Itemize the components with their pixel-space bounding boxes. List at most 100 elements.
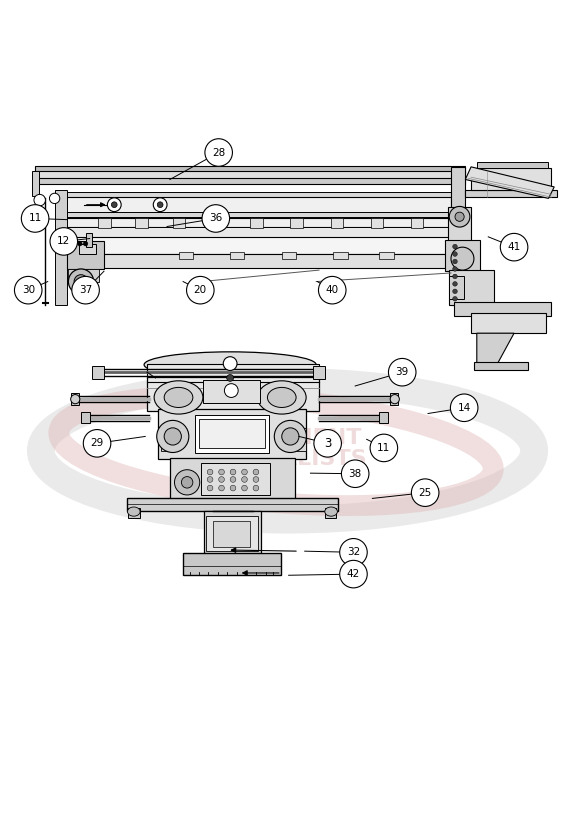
Circle shape bbox=[50, 227, 78, 256]
Circle shape bbox=[14, 276, 42, 304]
Ellipse shape bbox=[267, 387, 296, 408]
Circle shape bbox=[218, 476, 224, 482]
Circle shape bbox=[112, 202, 117, 208]
FancyBboxPatch shape bbox=[147, 364, 319, 378]
Circle shape bbox=[242, 485, 247, 491]
Text: 30: 30 bbox=[22, 285, 35, 295]
FancyBboxPatch shape bbox=[71, 394, 79, 405]
FancyBboxPatch shape bbox=[282, 251, 296, 259]
FancyBboxPatch shape bbox=[390, 394, 398, 405]
Circle shape bbox=[181, 476, 193, 488]
FancyBboxPatch shape bbox=[61, 227, 451, 237]
Circle shape bbox=[449, 207, 470, 227]
Circle shape bbox=[78, 241, 82, 246]
FancyBboxPatch shape bbox=[86, 233, 93, 247]
Circle shape bbox=[453, 259, 457, 264]
FancyBboxPatch shape bbox=[79, 244, 96, 254]
Circle shape bbox=[230, 469, 236, 475]
FancyBboxPatch shape bbox=[35, 165, 465, 173]
Ellipse shape bbox=[154, 380, 203, 414]
Circle shape bbox=[453, 274, 457, 279]
FancyBboxPatch shape bbox=[471, 168, 551, 189]
FancyBboxPatch shape bbox=[127, 499, 338, 511]
Circle shape bbox=[253, 476, 259, 482]
Text: 41: 41 bbox=[508, 242, 521, 252]
Text: 3: 3 bbox=[324, 437, 331, 450]
FancyBboxPatch shape bbox=[380, 251, 394, 259]
FancyBboxPatch shape bbox=[445, 240, 480, 271]
FancyBboxPatch shape bbox=[61, 197, 451, 213]
Circle shape bbox=[68, 269, 94, 294]
Circle shape bbox=[34, 194, 45, 206]
Text: 28: 28 bbox=[212, 147, 225, 157]
FancyBboxPatch shape bbox=[331, 218, 343, 228]
Circle shape bbox=[340, 561, 367, 588]
Circle shape bbox=[389, 358, 416, 386]
Circle shape bbox=[154, 198, 167, 212]
Text: 42: 42 bbox=[347, 569, 360, 579]
Text: 40: 40 bbox=[325, 285, 339, 295]
Circle shape bbox=[242, 469, 247, 475]
Circle shape bbox=[453, 244, 457, 249]
FancyBboxPatch shape bbox=[202, 380, 260, 404]
Circle shape bbox=[218, 469, 224, 475]
Ellipse shape bbox=[144, 351, 316, 378]
FancyBboxPatch shape bbox=[61, 212, 451, 218]
Circle shape bbox=[207, 476, 213, 482]
FancyBboxPatch shape bbox=[449, 276, 463, 299]
Circle shape bbox=[500, 233, 528, 261]
Text: 11: 11 bbox=[29, 213, 42, 223]
FancyBboxPatch shape bbox=[162, 428, 174, 451]
FancyBboxPatch shape bbox=[61, 237, 451, 254]
Circle shape bbox=[207, 469, 213, 475]
FancyBboxPatch shape bbox=[465, 189, 557, 197]
FancyBboxPatch shape bbox=[471, 313, 546, 333]
Circle shape bbox=[223, 356, 237, 370]
FancyBboxPatch shape bbox=[290, 218, 303, 228]
FancyBboxPatch shape bbox=[68, 269, 99, 281]
FancyBboxPatch shape bbox=[61, 192, 451, 197]
Polygon shape bbox=[477, 333, 514, 365]
FancyBboxPatch shape bbox=[55, 189, 67, 304]
FancyBboxPatch shape bbox=[213, 521, 250, 547]
Text: 12: 12 bbox=[57, 237, 70, 246]
Circle shape bbox=[218, 485, 224, 491]
FancyBboxPatch shape bbox=[371, 218, 384, 228]
Text: 39: 39 bbox=[396, 367, 409, 377]
Text: 11: 11 bbox=[377, 443, 390, 453]
Circle shape bbox=[205, 139, 232, 166]
FancyBboxPatch shape bbox=[449, 270, 494, 304]
Text: 25: 25 bbox=[419, 488, 432, 498]
Circle shape bbox=[319, 276, 346, 304]
Circle shape bbox=[230, 476, 236, 482]
FancyBboxPatch shape bbox=[67, 241, 104, 269]
Polygon shape bbox=[465, 167, 554, 198]
Circle shape bbox=[390, 394, 400, 404]
FancyBboxPatch shape bbox=[159, 409, 306, 459]
Circle shape bbox=[21, 205, 49, 232]
FancyBboxPatch shape bbox=[35, 171, 465, 179]
Circle shape bbox=[450, 394, 478, 422]
Circle shape bbox=[342, 460, 369, 487]
Text: 29: 29 bbox=[90, 438, 104, 448]
Circle shape bbox=[453, 281, 457, 286]
FancyBboxPatch shape bbox=[451, 167, 465, 304]
Text: 37: 37 bbox=[79, 285, 92, 295]
Ellipse shape bbox=[164, 387, 193, 408]
FancyBboxPatch shape bbox=[474, 362, 528, 370]
Circle shape bbox=[83, 241, 88, 246]
FancyBboxPatch shape bbox=[454, 302, 551, 316]
Ellipse shape bbox=[325, 507, 338, 516]
Circle shape bbox=[411, 479, 439, 506]
Circle shape bbox=[74, 275, 88, 289]
Circle shape bbox=[453, 266, 457, 271]
FancyBboxPatch shape bbox=[178, 251, 193, 259]
FancyBboxPatch shape bbox=[230, 251, 244, 259]
FancyBboxPatch shape bbox=[201, 463, 270, 495]
FancyBboxPatch shape bbox=[98, 218, 111, 228]
Circle shape bbox=[314, 429, 342, 457]
Text: 38: 38 bbox=[348, 469, 362, 479]
FancyBboxPatch shape bbox=[325, 508, 336, 518]
FancyBboxPatch shape bbox=[313, 366, 325, 379]
FancyBboxPatch shape bbox=[93, 366, 104, 379]
